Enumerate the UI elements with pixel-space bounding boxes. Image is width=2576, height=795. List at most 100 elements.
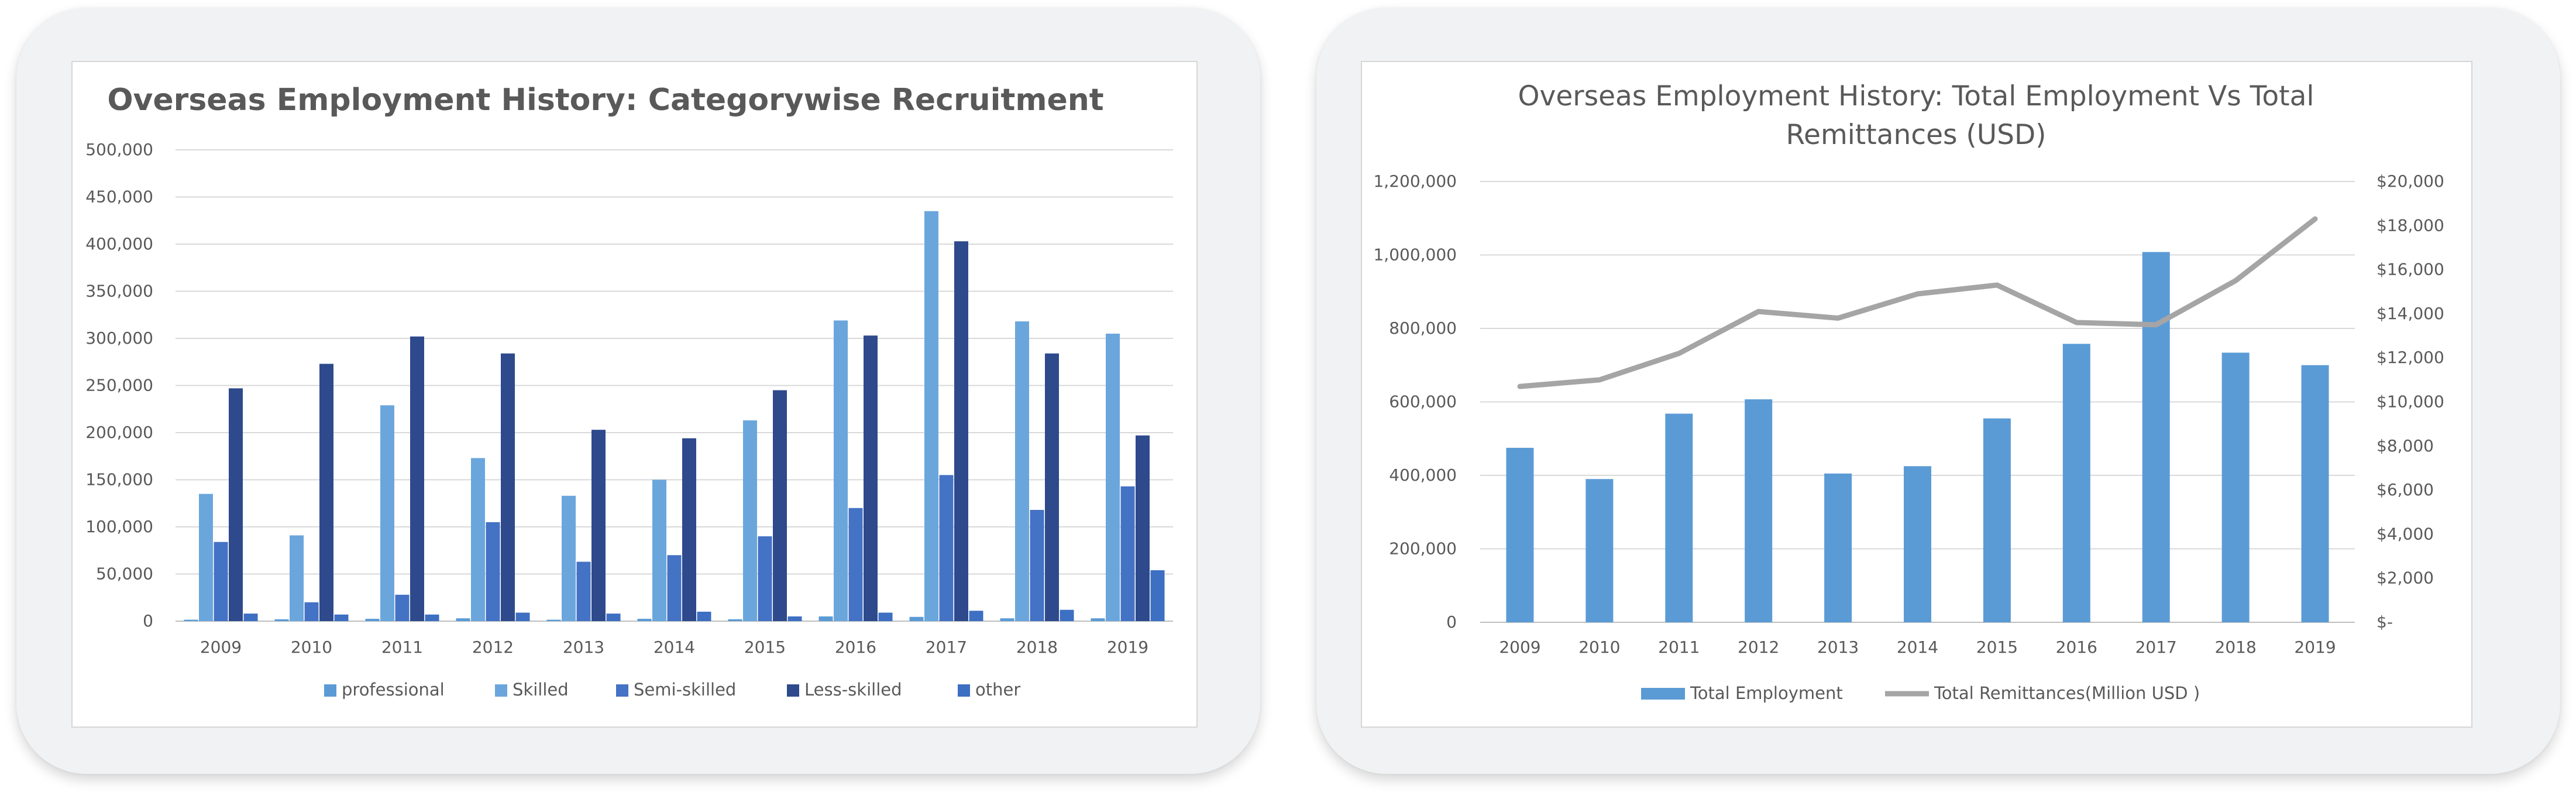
y2-tick-label: $8,000 [2376, 436, 2434, 455]
bar-professional [728, 619, 742, 621]
bar-skilled [1106, 333, 1120, 621]
right-chart-title-line-2: Remittances (USD) [1786, 119, 2046, 151]
y-tick-label: 0 [1446, 612, 1457, 632]
right-chart-plot: 0 200,000 400,000 600,000 800,000 1,000,000 1,… [1373, 172, 2444, 703]
bar-total-employment [1904, 466, 1931, 622]
y-tick-label: 250,000 [85, 376, 153, 395]
bar-less-skilled [501, 353, 515, 621]
y2-tick-label: $4,000 [2376, 524, 2434, 543]
y-tick-label: 500,000 [85, 140, 153, 159]
legend-label: Total Remittances(Million USD ) [1934, 683, 2200, 703]
bar-semi-skilled [848, 508, 863, 621]
y-tick-label: 1,200,000 [1373, 172, 1457, 191]
y2-tick-label: $10,000 [2376, 392, 2444, 412]
bar-less-skilled [773, 390, 787, 621]
x-tick-label: 2009 [1499, 638, 1540, 657]
y2-tick-label: $14,000 [2376, 304, 2444, 323]
bar-less-skilled [954, 241, 968, 621]
x-tick-label: 2011 [1658, 638, 1700, 657]
y-tick-label: 0 [143, 611, 153, 630]
bar-less-skilled [410, 336, 424, 621]
x-tick-label: 2009 [200, 638, 242, 657]
bar-less-skilled [1136, 435, 1150, 621]
bar-professional [274, 619, 289, 621]
bar-professional [909, 616, 924, 621]
bar-total-employment [1983, 418, 2011, 622]
x-tick-label: 2016 [835, 638, 876, 657]
bar-semi-skilled [304, 602, 319, 621]
legend-label: Total Employment [1690, 683, 1843, 703]
bar-other [606, 614, 621, 621]
x-tick-label: 2019 [1107, 638, 1148, 657]
y2-tick-label: $2,000 [2376, 568, 2434, 588]
y-tick-label: 800,000 [1389, 318, 1457, 338]
legend-label: other [975, 680, 1020, 700]
bar-total-employment [1824, 473, 1852, 622]
y-tick-label: 400,000 [85, 234, 153, 253]
bar-total-employment [1665, 413, 1693, 622]
y-tick-label: 450,000 [85, 187, 153, 207]
legend-label: Semi-skilled [634, 680, 736, 700]
bar-skilled [743, 420, 757, 621]
bar-other [243, 614, 258, 621]
x-tick-label: 2018 [2215, 638, 2257, 657]
bar-total-employment [1745, 399, 1773, 622]
bar-other [697, 611, 711, 621]
x-tick-label: 2015 [1976, 638, 2018, 657]
y2-tick-label: $6,000 [2376, 480, 2434, 499]
bar-skilled [1015, 321, 1029, 621]
bar-other [878, 612, 893, 621]
left-chart-panel [71, 61, 1198, 728]
x-tick-label: 2013 [563, 638, 604, 657]
legend-swatch [958, 684, 970, 697]
y-tick-label: 50,000 [96, 564, 153, 584]
y-tick-label: 350,000 [85, 282, 153, 301]
bar-skilled [834, 320, 848, 621]
bar-professional [546, 619, 561, 621]
legend-swatch [495, 684, 507, 697]
y-tick-label: 200,000 [85, 423, 153, 442]
bar-semi-skilled [1030, 510, 1044, 621]
y-tick-label: 150,000 [85, 470, 153, 489]
bar-professional [1000, 618, 1014, 621]
y-tick-label: 300,000 [85, 328, 153, 348]
bar-less-skilled [319, 364, 333, 621]
y2-tick-label: $16,000 [2376, 260, 2444, 279]
y-tick-label: 400,000 [1389, 465, 1457, 485]
bar-professional [184, 619, 198, 621]
bar-skilled [380, 405, 394, 621]
x-tick-label: 2017 [926, 638, 967, 657]
legend-swatch [324, 684, 336, 697]
bar-skilled [562, 495, 576, 621]
bar-professional [637, 618, 652, 621]
bar-other [1150, 570, 1165, 621]
bar-other [425, 614, 439, 621]
y2-tick-label: $18,000 [2376, 215, 2444, 235]
bar-less-skilled [864, 335, 878, 621]
bar-professional [365, 618, 380, 621]
x-tick-label: 2018 [1016, 638, 1058, 657]
y-tick-label: 100,000 [85, 517, 153, 536]
bar-semi-skilled [939, 475, 954, 621]
x-tick-label: 2017 [2135, 638, 2177, 657]
y2-tick-label: $20,000 [2376, 172, 2444, 191]
y-tick-label: 200,000 [1389, 539, 1457, 558]
x-tick-label: 2015 [744, 638, 786, 657]
line-total-remittances [1517, 216, 2318, 389]
bar-skilled [652, 479, 666, 621]
x-tick-label: 2013 [1817, 638, 1859, 657]
legend-label: Skilled [513, 680, 569, 700]
bar-semi-skilled [758, 536, 772, 621]
bar-semi-skilled [486, 522, 500, 621]
y-tick-label: 600,000 [1389, 392, 1457, 412]
bar-less-skilled [682, 438, 696, 621]
y2-tick-label: $12,000 [2376, 348, 2444, 367]
bar-semi-skilled [667, 555, 682, 621]
bar-professional [1091, 618, 1105, 621]
x-tick-label: 2012 [472, 638, 514, 657]
x-tick-label: 2011 [381, 638, 423, 657]
legend-swatch [787, 684, 799, 697]
x-tick-label: 2014 [1897, 638, 1938, 657]
bar-less-skilled [229, 388, 243, 621]
